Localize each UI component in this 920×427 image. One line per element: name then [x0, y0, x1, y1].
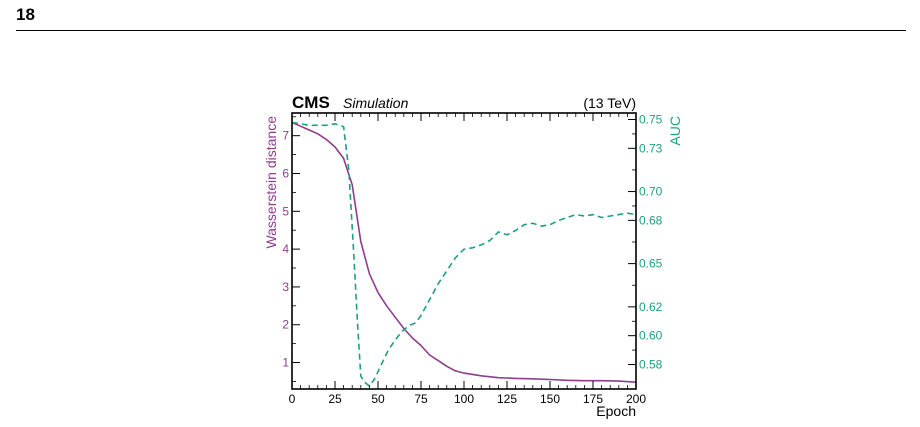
- page-number: 18: [16, 5, 35, 24]
- y-left-tick-label: 6: [282, 166, 289, 180]
- x-tick-label: 200: [626, 392, 646, 406]
- cms-label: CMS: [292, 93, 330, 112]
- y-right-tick-label: 0.60: [639, 329, 663, 343]
- auc-series-line: [291, 121, 637, 387]
- x-tick-label: 100: [454, 392, 474, 406]
- x-tick-label: 75: [414, 392, 428, 406]
- y-right-tick-label: 0.70: [639, 185, 663, 199]
- y-right-tick-label: 0.65: [639, 257, 663, 271]
- x-tick-label: 25: [328, 392, 342, 406]
- y-axis-left-label: Wasserstein distance: [263, 116, 279, 249]
- wasserstein-series-line: [291, 121, 637, 383]
- y-left-tick-label: 4: [282, 242, 289, 256]
- header-rule: [16, 30, 906, 31]
- y-right-tick-label: 0.75: [639, 112, 663, 126]
- x-axis-label: Epoch: [596, 403, 636, 419]
- x-tick-label: 0: [289, 392, 296, 406]
- y-axis-right-label: AUC: [667, 116, 683, 146]
- energy-label: (13 TeV): [583, 95, 636, 111]
- y-right-tick-label: 0.68: [639, 213, 663, 227]
- y-right-tick-label: 0.58: [639, 357, 663, 371]
- x-tick-label: 150: [540, 392, 560, 406]
- x-tick-label: 175: [583, 392, 603, 406]
- y-left-tick-label: 3: [282, 280, 289, 294]
- y-right-tick-label: 0.62: [639, 300, 663, 314]
- x-tick-label: 125: [497, 392, 517, 406]
- y-left-tick-label: 5: [282, 204, 289, 218]
- y-left-tick-label: 1: [282, 356, 289, 370]
- plot-frame: [291, 112, 637, 390]
- y-right-tick-label: 0.73: [639, 141, 663, 155]
- y-left-tick-label: 7: [282, 129, 289, 143]
- y-left-tick-label: 2: [282, 318, 289, 332]
- x-tick-label: 50: [371, 392, 385, 406]
- simulation-label: Simulation: [343, 95, 409, 111]
